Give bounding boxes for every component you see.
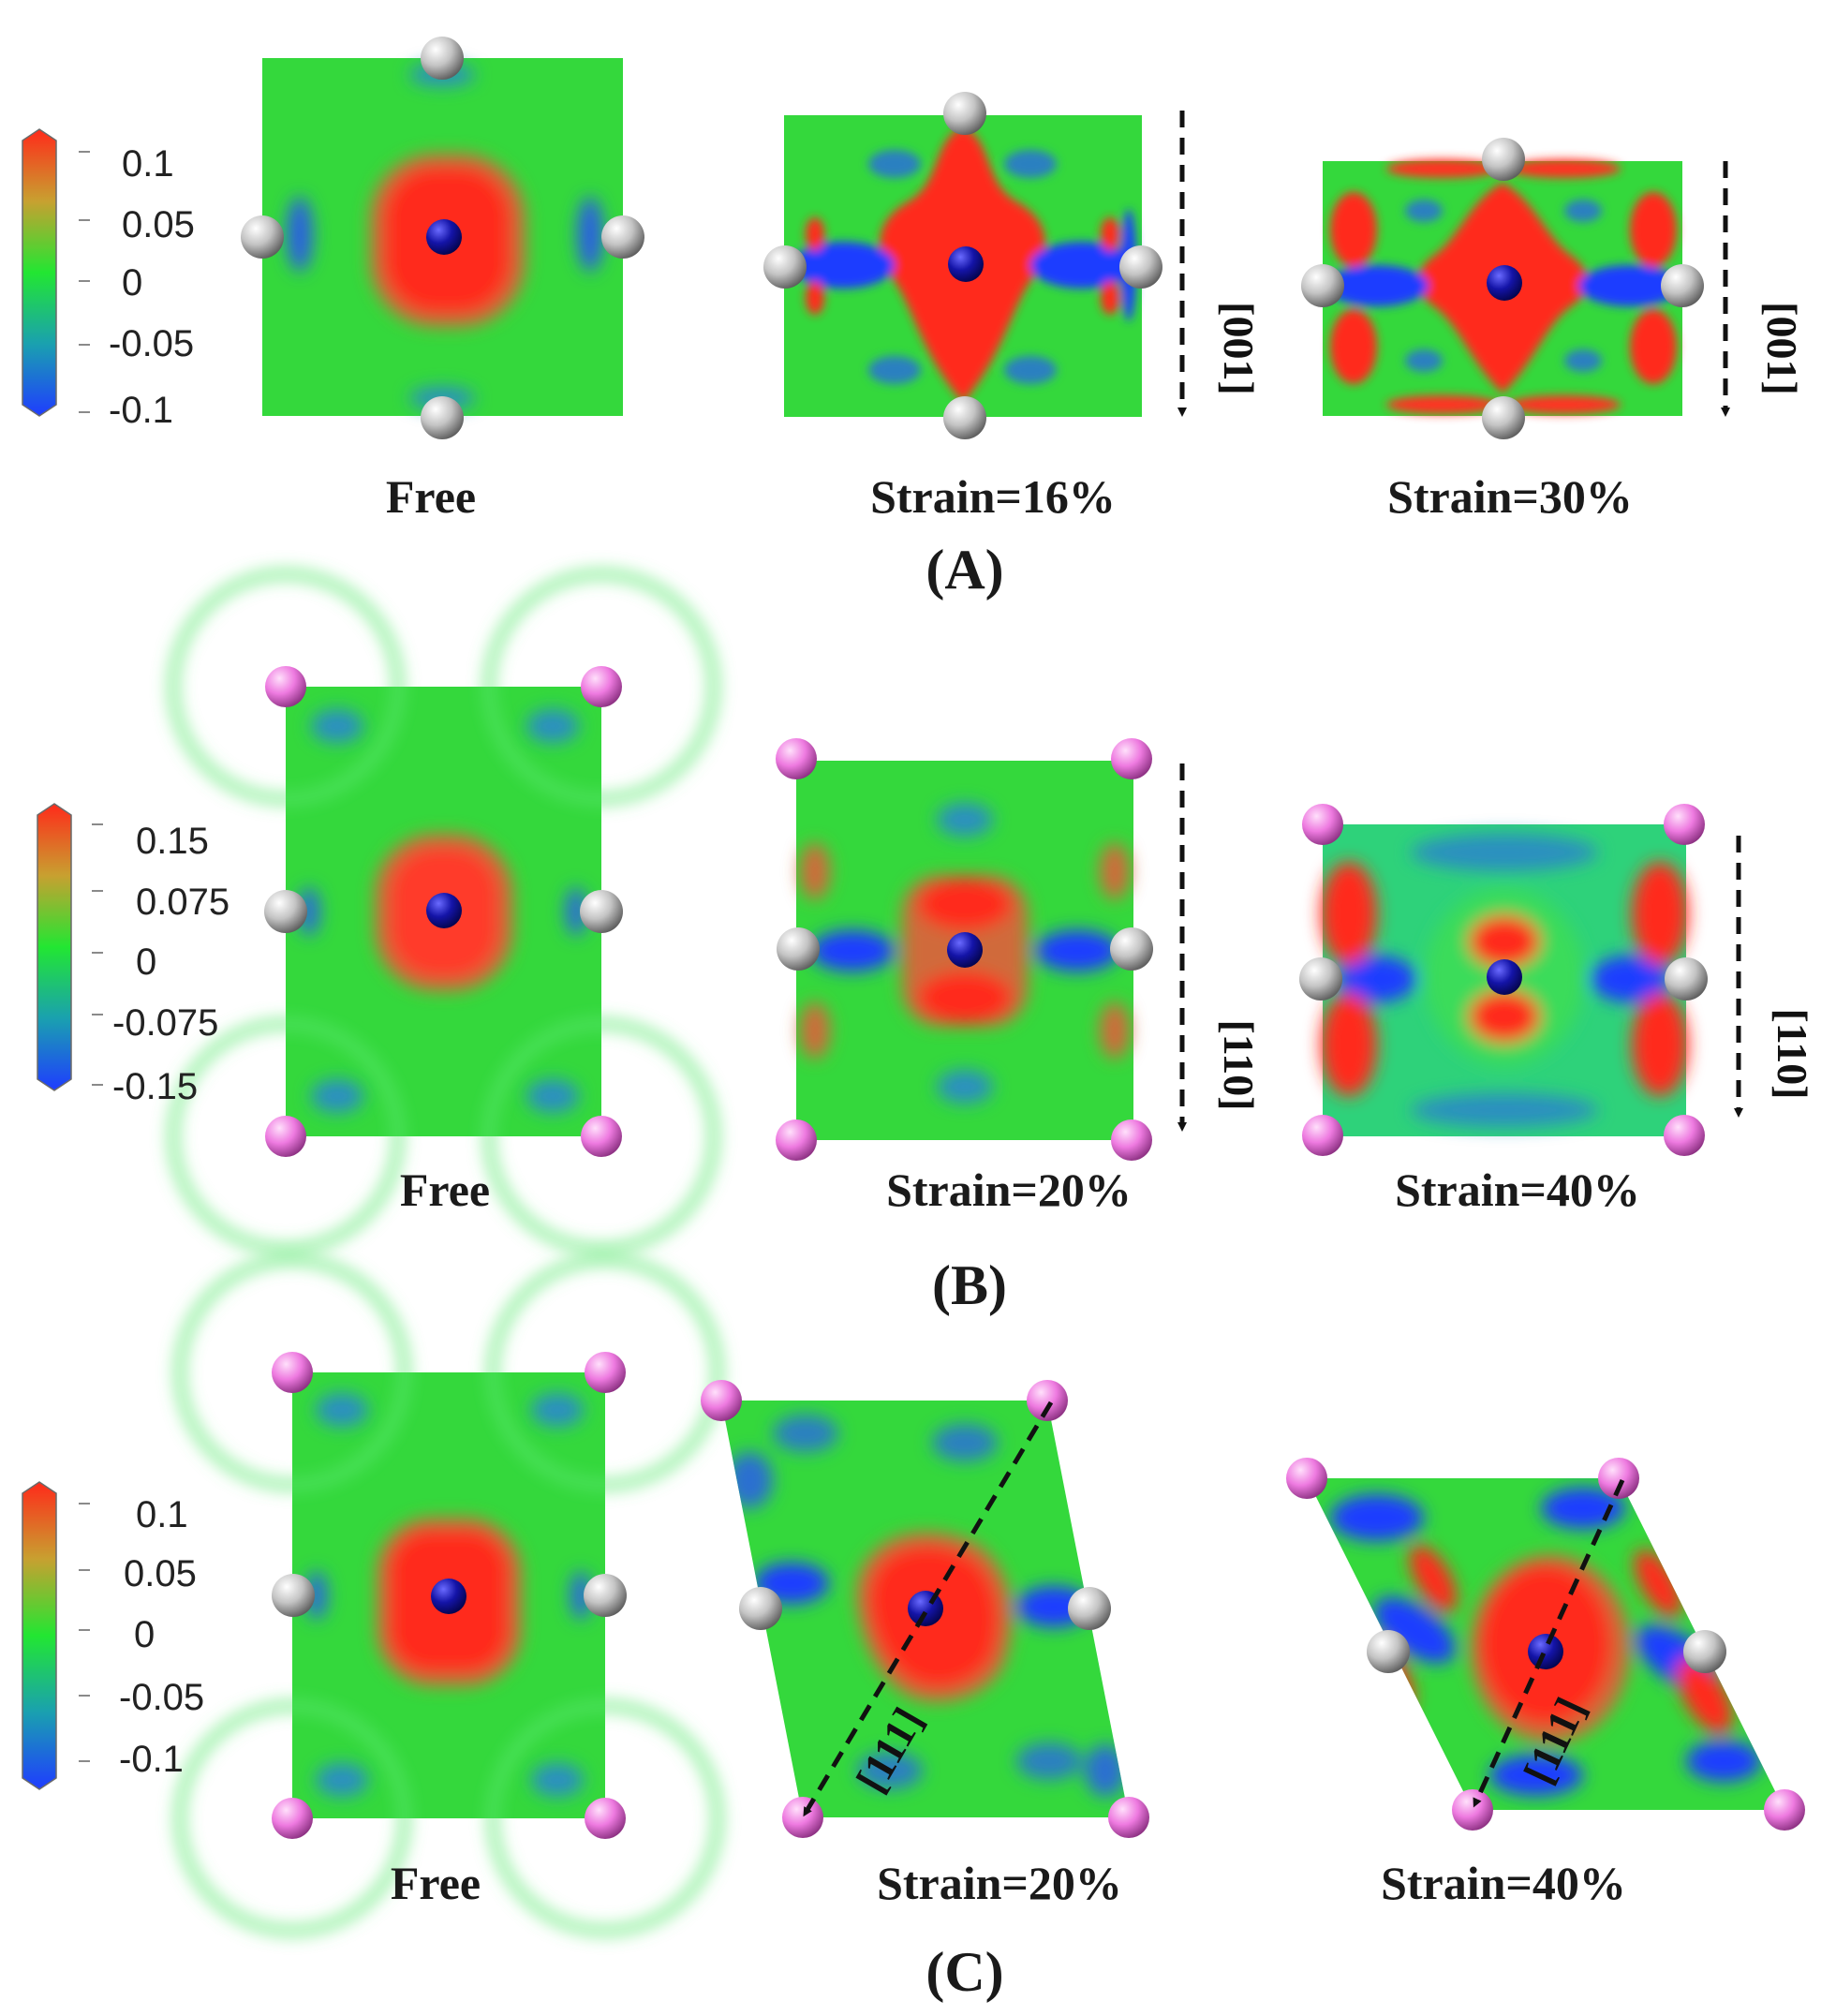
colorbar-c-tick-5: -0.1 xyxy=(119,1739,184,1780)
colorbar-a-tick-4: -0.05 xyxy=(109,323,195,364)
colorbar-a-tick-3: 0 xyxy=(122,262,143,304)
colorbar-b xyxy=(37,803,103,1091)
caption-a-free: Free xyxy=(385,470,477,523)
panel-label-b: (B) xyxy=(932,1254,1007,1316)
direction-label-a30: [001] xyxy=(1758,302,1806,395)
map-a-free xyxy=(241,37,644,439)
colorbar-c-tick-2: 0.05 xyxy=(124,1553,197,1594)
panel-label-c: (C) xyxy=(925,1941,1004,2003)
panel-label-a: (A) xyxy=(925,539,1004,600)
map-b-strain-40 xyxy=(1299,804,1708,1156)
caption-c-strain-40: Strain=40% xyxy=(1381,1857,1626,1909)
colorbar-b-tick-2: 0.075 xyxy=(136,882,230,923)
colorbar-b-tick-4: -0.075 xyxy=(112,1002,219,1044)
caption-b-free: Free xyxy=(399,1164,491,1216)
caption-a-strain-30: Strain=30% xyxy=(1387,470,1633,523)
colorbar-c xyxy=(22,1481,90,1790)
colorbar-b-tick-1: 0.15 xyxy=(136,821,209,862)
direction-label-b40: [110] xyxy=(1769,1008,1816,1100)
colorbar-a xyxy=(22,128,90,417)
direction-label-a16: [001] xyxy=(1215,302,1263,395)
direction-label-b20: [110] xyxy=(1215,1019,1263,1111)
caption-b-strain-20: Strain=20% xyxy=(886,1164,1132,1216)
colorbar-b-tick-3: 0 xyxy=(136,941,157,983)
colorbar-a-tick-1: 0.1 xyxy=(122,143,174,185)
caption-a-strain-16: Strain=16% xyxy=(870,470,1116,523)
direction-arrow-c40 xyxy=(1473,1478,1625,1808)
map-a-strain-30 xyxy=(1301,138,1704,439)
map-c-strain-20 xyxy=(701,1380,1149,1838)
caption-c-free: Free xyxy=(390,1857,481,1909)
colorbar-c-tick-3: 0 xyxy=(134,1614,155,1655)
map-a-strain-16 xyxy=(763,92,1162,439)
map-b-free xyxy=(170,571,718,1253)
map-c-free xyxy=(176,1256,721,1934)
colorbar-a-tick-5: -0.1 xyxy=(109,390,173,431)
colorbar-a-tick-2: 0.05 xyxy=(122,204,195,245)
colorbar-b-tick-5: -0.15 xyxy=(112,1066,199,1107)
colorbar-c-tick-1: 0.1 xyxy=(136,1494,188,1535)
map-b-strain-20 xyxy=(776,738,1153,1161)
caption-c-strain-20: Strain=20% xyxy=(877,1857,1122,1909)
caption-b-strain-40: Strain=40% xyxy=(1395,1164,1640,1216)
colorbar-c-tick-4: -0.05 xyxy=(119,1677,205,1718)
map-c-strain-40 xyxy=(1286,1458,1805,1831)
